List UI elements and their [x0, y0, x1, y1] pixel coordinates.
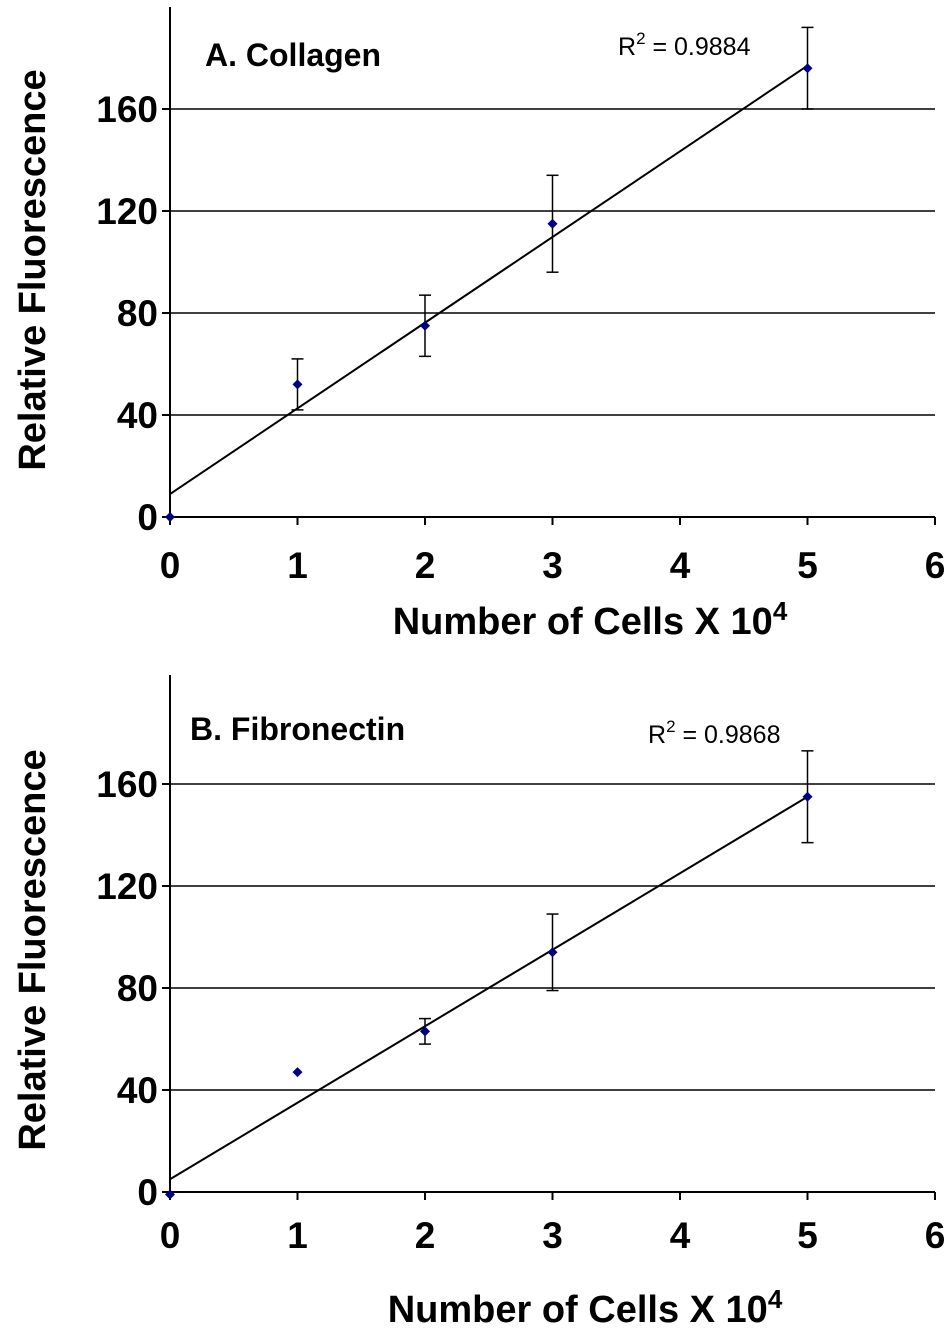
- chart-title: A. Collagen: [205, 37, 381, 73]
- x-axis-label: Number of Cells X 104: [388, 1284, 783, 1331]
- x-axis-label: Number of Cells X 104: [393, 596, 788, 643]
- chart-panel-b: 0 40 80 120 160 0 1 2 3 4 5 6 Relative Fluorescence N…: [12, 675, 945, 1331]
- y-tick-label: 0: [137, 497, 158, 538]
- y-tick-label: 40: [117, 1070, 158, 1111]
- y-axis-label: Relative Fluorescence: [12, 69, 54, 470]
- data-point: [802, 791, 813, 802]
- data-point: [420, 320, 430, 331]
- y-tick-label: 40: [117, 395, 158, 436]
- trendline: [169, 64, 809, 495]
- x-tick-label: 0: [160, 1215, 181, 1256]
- y-tick-label: 120: [96, 866, 158, 907]
- y-tick-label: 160: [96, 89, 158, 130]
- x-tick-label: 1: [287, 1215, 308, 1256]
- x-tick-label: 2: [415, 1215, 436, 1256]
- y-axis-label: Relative Fluorescence: [12, 749, 54, 1150]
- y-tick-label: 80: [117, 968, 158, 1009]
- data-point: [292, 1067, 303, 1078]
- data-point: [165, 1189, 175, 1200]
- x-tick-label: 5: [797, 545, 818, 586]
- y-tick-label: 120: [96, 191, 158, 232]
- x-tick-label: 2: [415, 545, 436, 586]
- x-tick-label: 3: [542, 545, 563, 586]
- data-point: [547, 218, 558, 229]
- r-squared-annotation: R2 = 0.9884: [618, 29, 751, 61]
- x-tick-label: 6: [925, 545, 946, 586]
- y-tick-label: 160: [96, 764, 158, 805]
- chart-panel-a: 0 40 80 120 160 0 1 2 3 4 5 6 Relative Fluorescence N…: [12, 7, 945, 643]
- x-tick-label: 4: [670, 545, 691, 586]
- x-tick-label: 1: [287, 545, 308, 586]
- data-point: [802, 63, 813, 74]
- data-point: [420, 1026, 430, 1037]
- data-point: [547, 947, 558, 958]
- x-tick-label: 5: [797, 1215, 818, 1256]
- data-point: [165, 512, 175, 522]
- y-tick-label: 0: [137, 1172, 158, 1213]
- x-tick-label: 0: [160, 545, 181, 586]
- y-tick-label: 80: [117, 293, 158, 334]
- chart-title: B. Fibronectin: [190, 711, 405, 747]
- data-point: [292, 379, 303, 390]
- x-tick-label: 3: [542, 1215, 563, 1256]
- x-tick-label: 4: [670, 1215, 691, 1256]
- x-tick-label: 6: [925, 1215, 946, 1256]
- trendline: [169, 795, 809, 1181]
- r-squared-annotation: R2 = 0.9868: [648, 717, 781, 749]
